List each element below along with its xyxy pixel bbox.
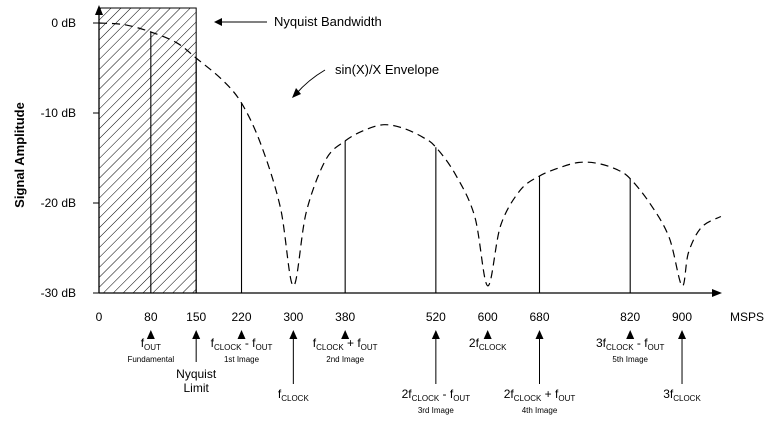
marker-operator: - f (634, 336, 649, 350)
x-tick-label: 680 (529, 310, 549, 324)
up-arrow-icon (483, 330, 492, 339)
marker-label: 2fCLOCK - fOUT (402, 387, 471, 403)
marker-subscript: CLOCK (673, 394, 701, 403)
marker-subscript: CLOCK (606, 343, 634, 352)
x-tick-label: 600 (478, 310, 498, 324)
marker-operator: + f (541, 387, 559, 401)
marker-subscript: OUT (453, 394, 470, 403)
arrowhead-icon (214, 18, 222, 26)
nyquist-bandwidth-label: Nyquist Bandwidth (274, 14, 382, 29)
marker-subscript: CLOCK (514, 394, 542, 403)
marker-symbol: 2f (469, 336, 480, 350)
marker-note: Fundamental (127, 355, 174, 364)
marker-subscript: CLOCK (479, 343, 507, 352)
marker-subscript: CLOCK (412, 394, 440, 403)
arrowhead-icon (292, 88, 301, 98)
marker-note: 2nd Image (326, 355, 364, 364)
marker-symbol: f (211, 336, 215, 350)
x-tick-label: 300 (283, 310, 303, 324)
x-tick-label: 220 (232, 310, 252, 324)
marker-symbol: 2f (504, 387, 515, 401)
marker-label-line: Nyquist (176, 367, 217, 381)
up-arrow-icon (237, 330, 246, 339)
marker-subscript: OUT (256, 343, 273, 352)
y-tick-label: -10 dB (41, 106, 76, 120)
up-arrow-icon (289, 330, 298, 339)
envelope-label-arrow (295, 69, 326, 95)
x-tick-label: 820 (620, 310, 640, 324)
marker-label: 2fCLOCK (469, 336, 507, 352)
frequency-marker: fCLOCK (278, 330, 310, 403)
x-axis-unit: MSPS (730, 310, 764, 324)
y-axis-arrow-icon (95, 5, 103, 15)
marker-note: 1st Image (224, 355, 260, 364)
up-arrow-icon (341, 330, 350, 339)
up-arrow-icon (535, 330, 544, 339)
marker-note: 5th Image (612, 355, 648, 364)
x-tick-label: 80 (144, 310, 158, 324)
nyquist-region (98, 7, 197, 294)
marker-note: 3rd Image (418, 406, 455, 415)
up-arrow-icon (626, 330, 635, 339)
marker-symbol: f (313, 336, 317, 350)
x-tick-label: 150 (186, 310, 206, 324)
frequency-marker: 2fCLOCK (469, 330, 507, 352)
marker-label: fOUT (141, 336, 161, 352)
marker-label: 2fCLOCK + fOUT (504, 387, 576, 403)
y-tick-label: -20 dB (41, 196, 76, 210)
marker-operator: - f (242, 336, 257, 350)
x-tick-label: 380 (335, 310, 355, 324)
marker-label: fCLOCK + fOUT (313, 336, 378, 352)
up-arrow-icon (146, 330, 155, 339)
frequency-marker: fCLOCK + fOUT 2nd Image (313, 330, 378, 364)
marker-subscript: CLOCK (281, 394, 309, 403)
marker-label: 3fCLOCK (663, 387, 701, 403)
marker-label-line: Limit (183, 381, 209, 395)
marker-label: fCLOCK - fOUT (211, 336, 273, 352)
x-axis-arrow-icon (712, 289, 722, 297)
x-tick-label: 0 (96, 310, 103, 324)
marker-subscript: CLOCK (316, 343, 344, 352)
x-tick-label: 520 (426, 310, 446, 324)
y-tick-label: -30 dB (41, 286, 76, 300)
marker-symbol: 3f (596, 336, 607, 350)
marker-subscript: OUT (648, 343, 665, 352)
up-arrow-icon (431, 330, 440, 339)
marker-symbol: f (278, 387, 282, 401)
marker-symbol: f (141, 336, 145, 350)
y-tick-label: 0 dB (51, 16, 76, 30)
frequency-marker: fCLOCK - fOUT 1st Image (211, 330, 273, 364)
frequency-marker: 3fCLOCK (663, 330, 701, 403)
x-tick-label: 900 (672, 310, 692, 324)
marker-label: 3fCLOCK - fOUT (596, 336, 665, 352)
frequency-marker: 2fCLOCK - fOUT 3rd Image (402, 330, 471, 415)
marker-subscript: OUT (144, 343, 161, 352)
frequency-marker: fOUT Fundamental (127, 330, 174, 364)
marker-note: 4th Image (522, 406, 558, 415)
marker-subscript: CLOCK (214, 343, 242, 352)
marker-subscript: OUT (361, 343, 378, 352)
marker-operator: + f (344, 336, 362, 350)
marker-operator: - f (439, 387, 454, 401)
y-axis-label: Signal Amplitude (12, 102, 27, 208)
marker-symbol: 3f (663, 387, 674, 401)
marker-subscript: OUT (558, 394, 575, 403)
envelope-label: sin(X)/X Envelope (335, 62, 439, 77)
marker-label: fCLOCK (278, 387, 310, 403)
up-arrow-icon (678, 330, 687, 339)
up-arrow-icon (192, 330, 201, 339)
marker-symbol: 2f (402, 387, 413, 401)
